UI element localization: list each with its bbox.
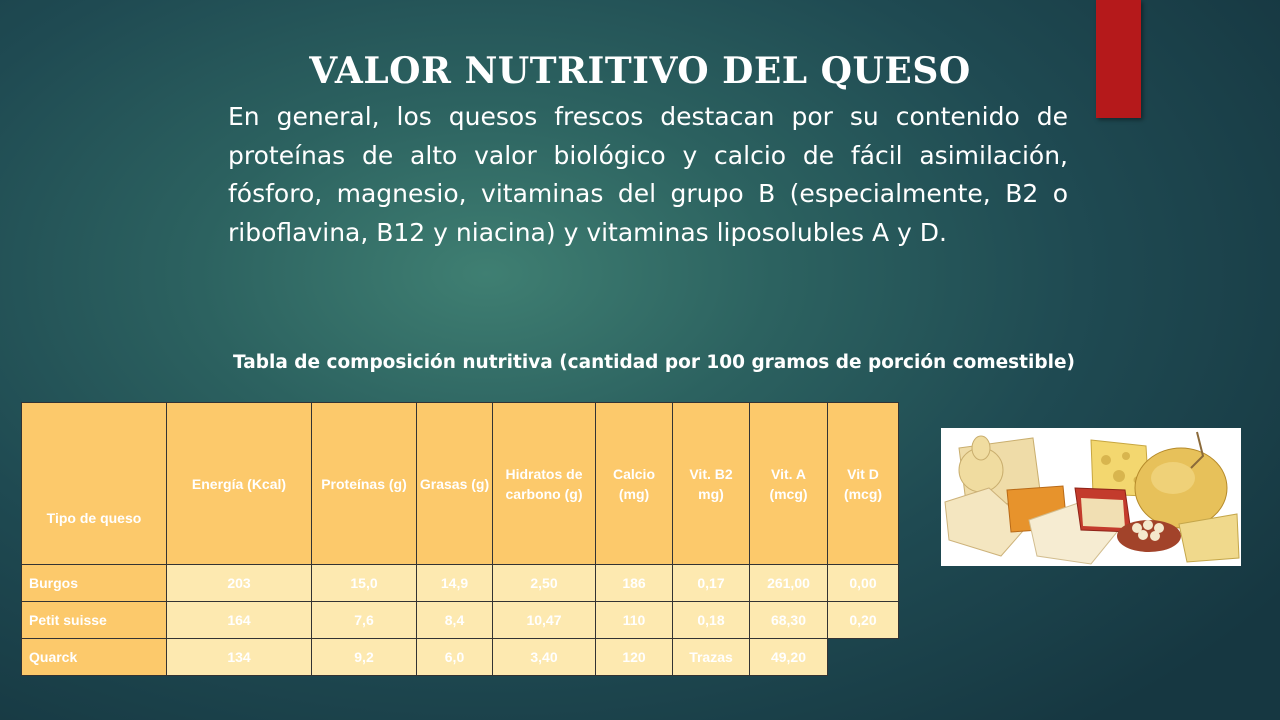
header-hidratos: Hidratos de carbono (g) bbox=[492, 402, 596, 565]
row-label-burgos: Burgos bbox=[21, 564, 167, 602]
row-label-quarck: Quarck bbox=[21, 638, 167, 676]
empty-cell bbox=[828, 639, 899, 676]
header-grasas: Grasas (g) bbox=[416, 402, 493, 565]
cell-energia: 134 bbox=[166, 638, 312, 676]
cheese-assortment-photo bbox=[941, 428, 1241, 566]
header-vit-d: Vit D (mcg) bbox=[827, 402, 899, 565]
cell-proteinas: 7,6 bbox=[311, 601, 417, 639]
cell-grasas: 8,4 bbox=[416, 601, 493, 639]
cell-calcio: 120 bbox=[595, 638, 673, 676]
header-energia: Energía (Kcal) bbox=[166, 402, 312, 565]
cell-hidratos: 3,40 bbox=[492, 638, 596, 676]
nutrition-table: Tipo de queso Energía (Kcal) Proteínas (… bbox=[21, 402, 899, 676]
header-tipo-de-queso: Tipo de queso bbox=[21, 402, 167, 565]
table-header-row: Tipo de queso Energía (Kcal) Proteínas (… bbox=[21, 402, 899, 565]
table-row: Burgos 203 15,0 14,9 2,50 186 0,17 261,0… bbox=[21, 564, 899, 602]
cell-energia: 164 bbox=[166, 601, 312, 639]
cell-vit-b2: Trazas bbox=[672, 638, 750, 676]
cell-hidratos: 10,47 bbox=[492, 601, 596, 639]
cell-grasas: 14,9 bbox=[416, 564, 493, 602]
cell-calcio: 110 bbox=[595, 601, 673, 639]
table-row: Quarck 134 9,2 6,0 3,40 120 Trazas 49,20 bbox=[21, 638, 899, 676]
cell-vit-d: 0,20 bbox=[827, 601, 899, 639]
table-row: Petit suisse 164 7,6 8,4 10,47 110 0,18 … bbox=[21, 601, 899, 639]
header-vit-b2: Vit. B2 mg) bbox=[672, 402, 750, 565]
cell-vit-b2: 0,17 bbox=[672, 564, 750, 602]
red-accent-bar bbox=[1096, 0, 1141, 118]
cell-vit-a: 261,00 bbox=[749, 564, 828, 602]
cell-vit-b2: 0,18 bbox=[672, 601, 750, 639]
cell-energia: 203 bbox=[166, 564, 312, 602]
cell-vit-a: 68,30 bbox=[749, 601, 828, 639]
cell-calcio: 186 bbox=[595, 564, 673, 602]
cell-proteinas: 9,2 bbox=[311, 638, 417, 676]
cell-vit-d: 0,00 bbox=[827, 564, 899, 602]
row-label-petit-suisse: Petit suisse bbox=[21, 601, 167, 639]
header-vit-a: Vit. A (mcg) bbox=[749, 402, 828, 565]
slide-title: VALOR NUTRITIVO DEL QUESO bbox=[309, 50, 971, 92]
cell-grasas: 6,0 bbox=[416, 638, 493, 676]
cell-vit-a: 49,20 bbox=[749, 638, 828, 676]
intro-paragraph: En general, los quesos frescos destacan … bbox=[228, 102, 1068, 247]
cell-hidratos: 2,50 bbox=[492, 564, 596, 602]
header-proteinas: Proteínas (g) bbox=[311, 402, 417, 565]
header-calcio: Calcio (mg) bbox=[595, 402, 673, 565]
table-caption: Tabla de composición nutritiva (cantidad… bbox=[233, 352, 1075, 373]
cell-proteinas: 15,0 bbox=[311, 564, 417, 602]
